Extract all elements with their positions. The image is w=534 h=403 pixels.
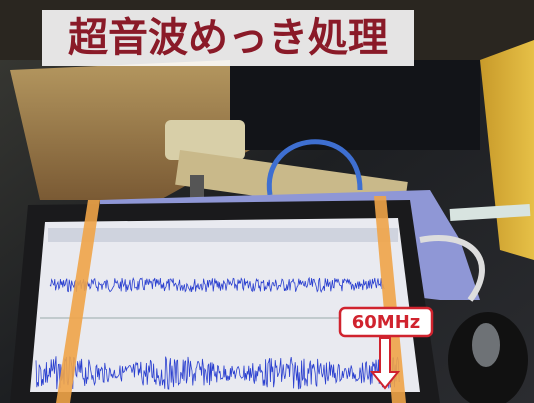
mouse-button (472, 323, 500, 367)
toolbar (48, 228, 398, 242)
annotation-arrow (369, 337, 401, 390)
title: 超音波めっき処理 (68, 15, 388, 61)
cable (266, 139, 363, 196)
white-cable (419, 235, 485, 302)
tube (449, 204, 531, 221)
laptop-screen (30, 218, 420, 392)
strap (56, 200, 100, 403)
pipe-fitting (165, 120, 245, 160)
waveform (35, 356, 400, 390)
dark-bath (230, 60, 480, 150)
waveform (49, 276, 385, 293)
annotation-box (338, 306, 434, 338)
waveforms (35, 276, 400, 390)
title-box (42, 10, 414, 66)
annotation: 60MHz (352, 312, 421, 333)
connector (190, 175, 204, 200)
strap (374, 196, 406, 403)
